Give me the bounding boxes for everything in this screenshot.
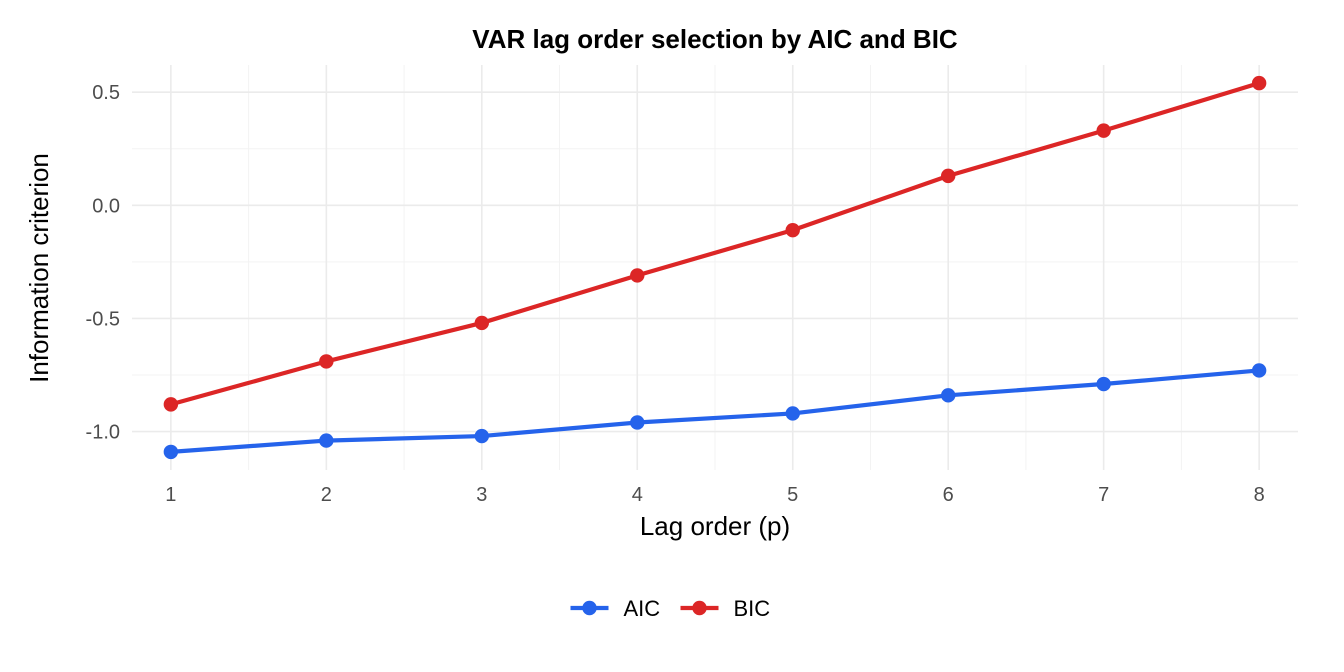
data-point-aic: [941, 388, 956, 403]
x-axis-title: Lag order (p): [640, 511, 790, 541]
data-point-aic: [1096, 376, 1111, 392]
legend-key-point-bic: [692, 600, 707, 616]
data-point-bic: [1251, 75, 1267, 91]
data-point-bic: [941, 168, 956, 184]
data-point-bic: [1096, 123, 1111, 138]
y-tick-label: 0.0: [92, 195, 120, 217]
y-tick-label: -1.0: [86, 422, 120, 444]
x-tick-label: 7: [1098, 484, 1109, 506]
plot-panel: 1 2 3 4 5 6 7 8 0.5 0.0 -0.5 -1.0: [86, 65, 1298, 506]
legend-item-aic: AIC: [570, 596, 661, 621]
x-tick-label: 5: [787, 484, 798, 506]
series-line-aic: [170, 368, 1260, 454]
data-point-bic: [163, 397, 179, 412]
data-point-aic: [474, 428, 489, 444]
x-tick-label: 8: [1254, 484, 1265, 506]
x-tick-label: 3: [476, 484, 487, 506]
y-tick-label: 0.5: [92, 82, 120, 104]
y-tick-label: -0.5: [86, 308, 120, 330]
x-tick-label: 4: [632, 484, 643, 506]
data-point-aic: [163, 444, 179, 460]
x-tick-label: 1: [165, 484, 176, 506]
y-axis-title: Information criterion: [24, 153, 54, 383]
legend-item-bic: BIC: [680, 596, 771, 621]
legend-label-bic: BIC: [734, 596, 771, 621]
chart-title: VAR lag order selection by AIC and BIC: [472, 24, 958, 54]
series-line-bic: [170, 81, 1260, 407]
data-point-bic: [474, 315, 489, 331]
data-point-bic: [785, 222, 800, 238]
legend-key-point-aic: [582, 600, 597, 616]
data-point-aic: [785, 406, 800, 421]
legend: AIC BIC: [570, 596, 771, 621]
x-tick-label: 6: [943, 484, 954, 506]
legend-label-aic: AIC: [624, 596, 661, 621]
data-point-bic: [630, 268, 645, 283]
data-point-bic: [319, 354, 334, 369]
data-point-aic: [1251, 363, 1267, 378]
data-point-aic: [630, 415, 645, 430]
x-tick-label: 2: [321, 484, 332, 506]
data-point-aic: [319, 433, 334, 448]
